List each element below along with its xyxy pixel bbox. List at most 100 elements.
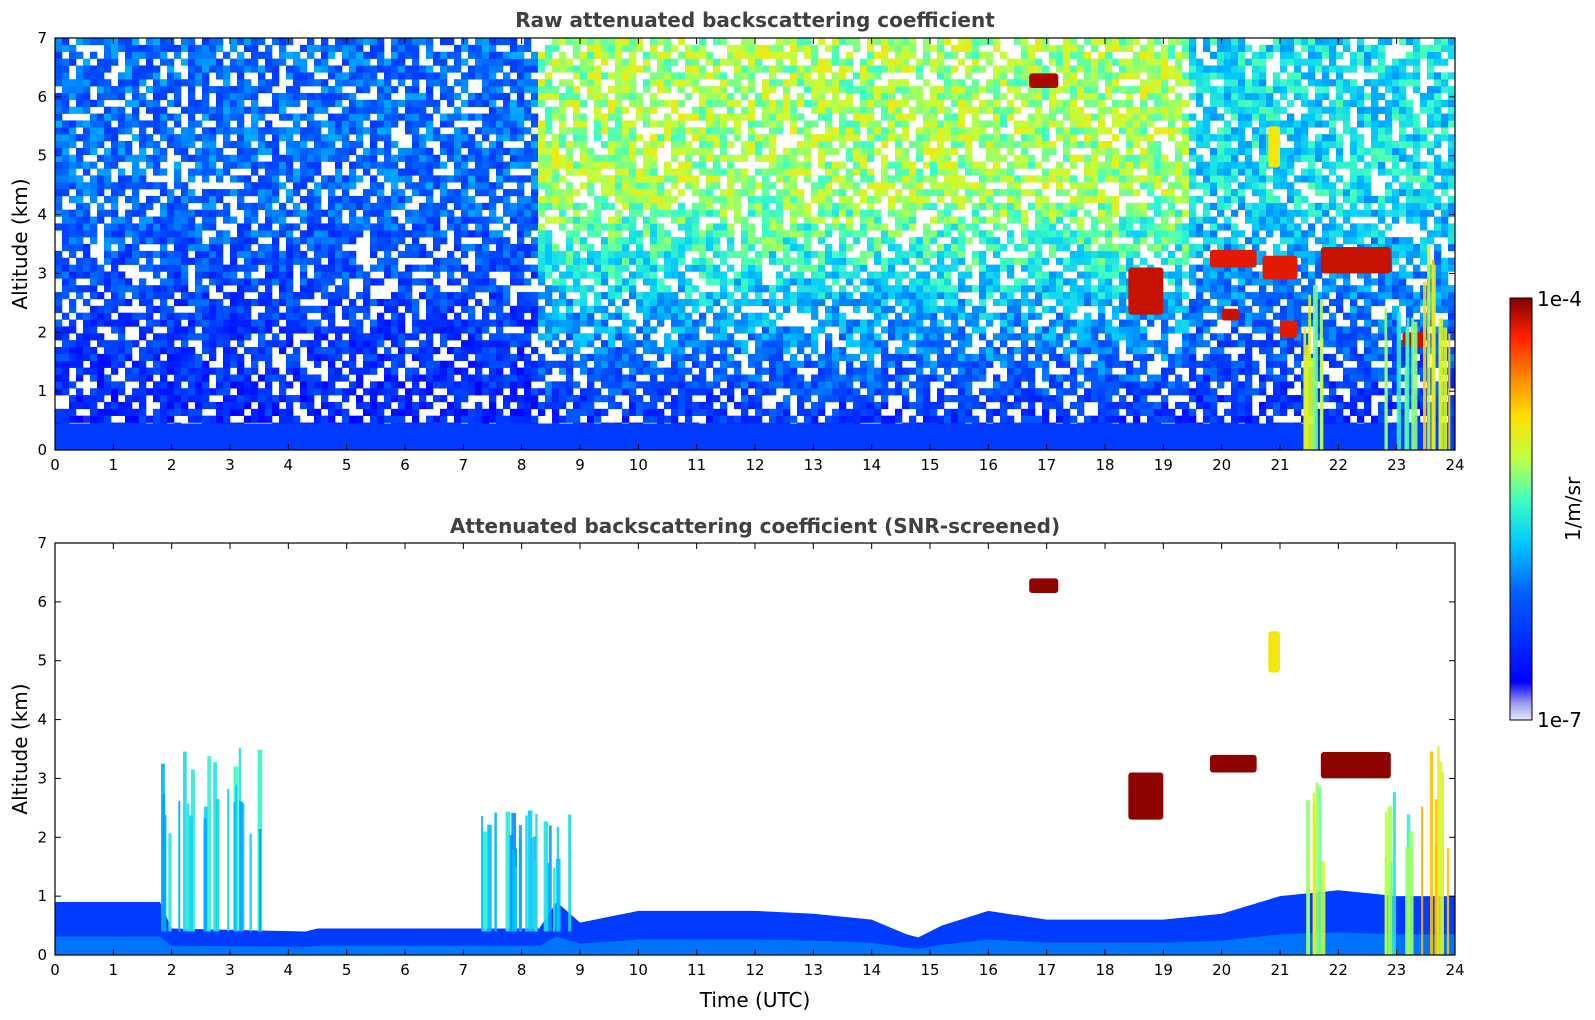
noise-cell — [692, 72, 700, 80]
noise-cell — [377, 209, 385, 217]
noise-cell — [447, 120, 455, 128]
noise-cell — [76, 223, 84, 231]
noise-cell — [391, 312, 399, 320]
noise-cell — [440, 58, 448, 66]
noise-cell — [90, 182, 98, 190]
noise-cell — [202, 99, 210, 107]
noise-cell — [734, 79, 742, 87]
noise-cell — [230, 278, 238, 286]
noise-cell — [405, 209, 413, 217]
noise-cell — [594, 319, 602, 327]
noise-cell — [783, 237, 791, 245]
noise-cell — [405, 333, 413, 341]
noise-cell — [62, 38, 70, 46]
noise-cell — [132, 38, 140, 46]
noise-cell — [671, 182, 679, 190]
noise-cell — [657, 388, 665, 396]
noise-cell — [202, 250, 210, 259]
noise-cell — [762, 195, 770, 204]
noise-cell — [76, 38, 84, 46]
noise-cell — [685, 326, 693, 334]
noise-cell — [363, 154, 371, 162]
noise-cell — [321, 79, 329, 87]
noise-cell — [69, 326, 77, 334]
noise-cell — [300, 305, 308, 313]
noise-cell — [286, 223, 294, 231]
noise-cell — [342, 134, 350, 142]
noise-cell — [818, 264, 826, 272]
noise-cell — [244, 312, 252, 320]
noise-cell — [293, 182, 301, 190]
noise-cell — [664, 134, 672, 142]
noise-cell — [426, 134, 434, 142]
noise-cell — [349, 237, 357, 245]
noise-cell — [363, 161, 371, 169]
noise-cell — [258, 189, 266, 197]
noise-cell — [328, 147, 336, 156]
noise-cell — [55, 388, 63, 396]
noise-cell — [580, 168, 588, 176]
noise-cell — [153, 72, 161, 80]
noise-cell — [587, 305, 595, 313]
noise-cell — [153, 99, 161, 107]
noise-cell — [209, 65, 217, 73]
noise-cell — [657, 141, 665, 149]
noise-cell — [608, 175, 616, 183]
noise-cell — [342, 326, 350, 334]
noise-cell — [496, 333, 504, 341]
noise-cell — [825, 99, 833, 107]
noise-cell — [636, 353, 644, 362]
noise-cell — [678, 86, 686, 94]
noise-cell — [181, 209, 189, 217]
noise-cell — [727, 230, 735, 238]
noise-cell — [580, 305, 588, 313]
noise-cell — [307, 134, 315, 142]
noise-cell — [97, 312, 105, 320]
noise-cell — [811, 326, 819, 334]
noise-cell — [97, 340, 105, 348]
noise-cell — [244, 189, 252, 197]
noise-cell — [139, 367, 147, 375]
noise-cell — [125, 415, 133, 423]
noise-cell — [594, 408, 602, 416]
noise-cell — [713, 134, 721, 142]
noise-cell — [566, 326, 574, 334]
noise-cell — [104, 38, 112, 46]
noise-cell — [111, 401, 119, 410]
noise-cell — [125, 374, 133, 382]
noise-cell — [216, 381, 224, 389]
noise-cell — [160, 189, 168, 197]
noise-cell — [307, 79, 315, 87]
noise-cell — [769, 99, 777, 107]
noise-cell — [104, 244, 112, 252]
noise-cell — [468, 65, 476, 73]
noise-cell — [300, 367, 308, 375]
noise-cell — [769, 216, 777, 224]
noise-cell — [608, 202, 616, 210]
noise-cell — [461, 216, 469, 224]
noise-cell — [62, 353, 70, 362]
noise-cell — [783, 340, 791, 348]
noise-cell — [370, 120, 378, 128]
noise-cell — [615, 360, 623, 368]
noise-cell — [804, 415, 812, 423]
noise-cell — [580, 237, 588, 245]
noise-cell — [783, 374, 791, 382]
noise-cell — [587, 388, 595, 396]
noise-cell — [797, 202, 805, 210]
noise-cell — [664, 415, 672, 423]
noise-cell — [398, 347, 406, 355]
noise-cell — [307, 127, 315, 135]
noise-cell — [608, 38, 616, 46]
noise-cell — [167, 223, 175, 231]
noise-cell — [90, 312, 98, 320]
noise-cell — [762, 79, 770, 87]
noise-cell — [335, 72, 343, 80]
noise-cell — [713, 381, 721, 389]
noise-cell — [489, 92, 497, 101]
noise-cell — [741, 319, 749, 327]
noise-cell — [265, 223, 273, 231]
noise-cell — [755, 340, 763, 348]
noise-cell — [496, 292, 504, 300]
noise-cell — [146, 141, 154, 149]
